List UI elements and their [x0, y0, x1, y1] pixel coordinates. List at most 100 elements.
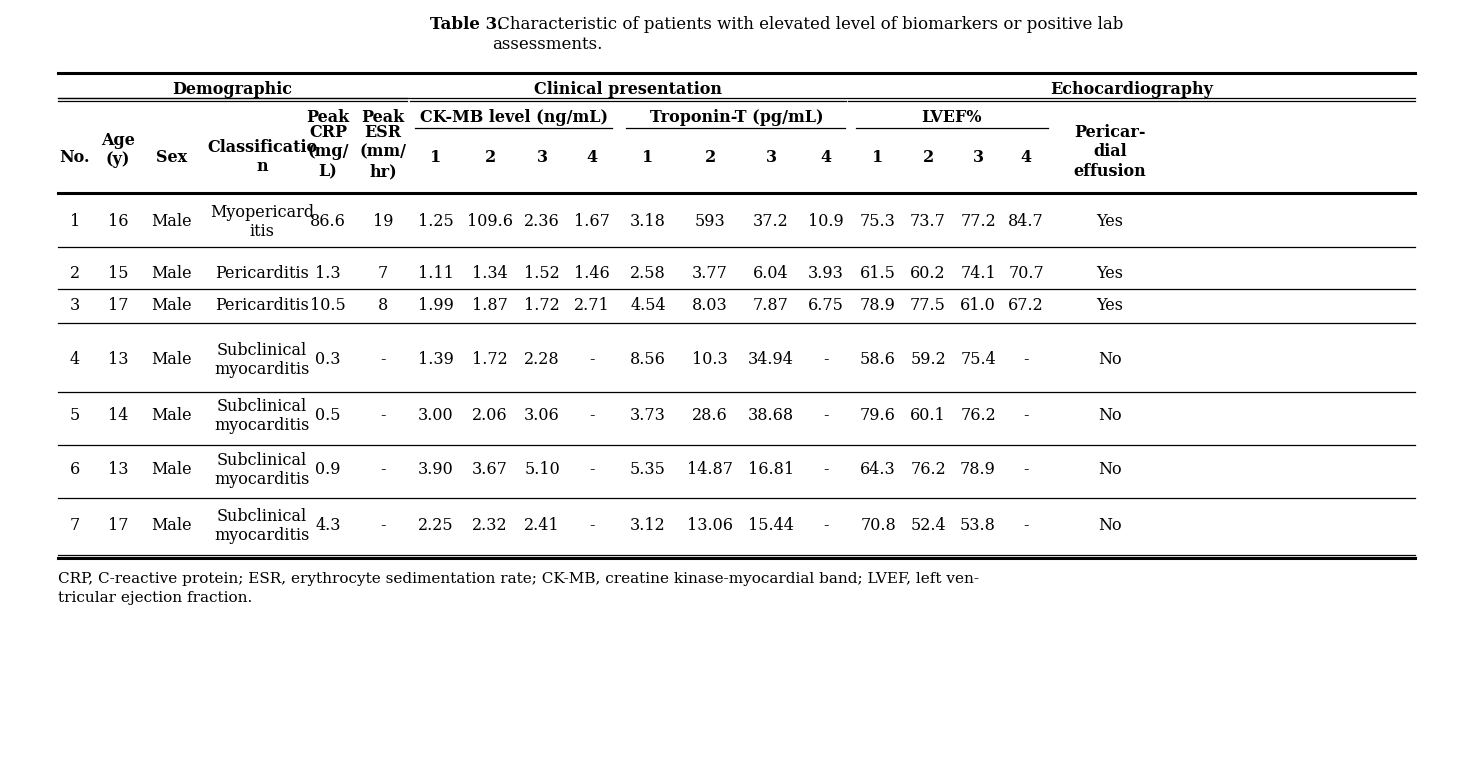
Text: 1: 1 [430, 149, 442, 165]
Text: 8.56: 8.56 [630, 351, 665, 369]
Text: 67.2: 67.2 [1008, 297, 1044, 315]
Text: Yes: Yes [1097, 297, 1123, 315]
Text: Male: Male [152, 408, 193, 424]
Text: Yes: Yes [1097, 213, 1123, 230]
Text: 5.35: 5.35 [630, 462, 665, 479]
Text: 1.25: 1.25 [418, 213, 453, 230]
Text: 86.6: 86.6 [311, 213, 346, 230]
Text: 1: 1 [642, 149, 654, 165]
Text: -: - [589, 408, 595, 424]
Text: 1.3: 1.3 [315, 264, 342, 281]
Text: LVEF%: LVEF% [921, 110, 982, 126]
Text: 7: 7 [378, 264, 389, 281]
Text: 2.36: 2.36 [524, 213, 559, 230]
Text: -: - [589, 351, 595, 369]
Text: 75.4: 75.4 [960, 351, 997, 369]
Text: 3.73: 3.73 [630, 408, 665, 424]
Text: 61.5: 61.5 [860, 264, 896, 281]
Text: Troponin-T (pg/mL): Troponin-T (pg/mL) [651, 110, 824, 126]
Text: 2.32: 2.32 [473, 517, 508, 534]
Text: No: No [1098, 351, 1122, 369]
Text: Peak: Peak [362, 110, 405, 126]
Text: -: - [1023, 408, 1029, 424]
Text: 1.87: 1.87 [473, 297, 508, 315]
Text: 3.90: 3.90 [418, 462, 453, 479]
Text: Echocardiography: Echocardiography [1050, 82, 1213, 98]
Text: No: No [1098, 408, 1122, 424]
Text: 1: 1 [873, 149, 883, 165]
Text: Male: Male [152, 462, 193, 479]
Text: 64.3: 64.3 [860, 462, 896, 479]
Text: 6.75: 6.75 [808, 297, 843, 315]
Text: 4: 4 [1020, 149, 1032, 165]
Text: CRP, C-reactive protein; ESR, erythrocyte sedimentation rate; CK-MB, creatine ki: CRP, C-reactive protein; ESR, erythrocyt… [57, 572, 979, 586]
Text: 3.18: 3.18 [630, 213, 665, 230]
Text: Age
(y): Age (y) [102, 132, 135, 168]
Text: 593: 593 [695, 213, 726, 230]
Text: assessments.: assessments. [492, 36, 602, 53]
Text: 10.3: 10.3 [692, 351, 727, 369]
Text: 3.06: 3.06 [524, 408, 559, 424]
Text: Clinical presentation: Clinical presentation [534, 82, 721, 98]
Text: Yes: Yes [1097, 264, 1123, 281]
Text: -: - [380, 517, 386, 534]
Text: 4.3: 4.3 [315, 517, 340, 534]
Text: 76.2: 76.2 [960, 408, 997, 424]
Text: 3: 3 [536, 149, 548, 165]
Text: 1.52: 1.52 [524, 264, 559, 281]
Text: Male: Male [152, 351, 193, 369]
Text: 6.04: 6.04 [754, 264, 789, 281]
Text: Peak: Peak [306, 110, 349, 126]
Text: No: No [1098, 517, 1122, 534]
Text: Male: Male [152, 297, 193, 315]
Text: -: - [1023, 462, 1029, 479]
Text: ESR
(mm/
hr): ESR (mm/ hr) [359, 124, 406, 180]
Text: 2.06: 2.06 [473, 408, 508, 424]
Text: 74.1: 74.1 [960, 264, 997, 281]
Text: 76.2: 76.2 [910, 462, 946, 479]
Text: 2: 2 [71, 264, 79, 281]
Text: -: - [823, 351, 829, 369]
Text: 13: 13 [107, 462, 128, 479]
Text: Subclinical
myocarditis: Subclinical myocarditis [215, 341, 309, 378]
Text: 1: 1 [69, 213, 79, 230]
Text: 70.7: 70.7 [1008, 264, 1044, 281]
Text: -: - [823, 408, 829, 424]
Text: 1.11: 1.11 [418, 264, 453, 281]
Text: No: No [1098, 462, 1122, 479]
Text: 3.00: 3.00 [418, 408, 453, 424]
Text: 1.34: 1.34 [473, 264, 508, 281]
Text: 17: 17 [107, 297, 128, 315]
Text: Pericarditis: Pericarditis [215, 264, 309, 281]
Text: 109.6: 109.6 [467, 213, 514, 230]
Text: Male: Male [152, 213, 193, 230]
Text: 2.28: 2.28 [524, 351, 559, 369]
Text: 1.72: 1.72 [524, 297, 559, 315]
Text: CRP
(mg/
L): CRP (mg/ L) [308, 124, 349, 180]
Text: 7: 7 [69, 517, 79, 534]
Text: 13: 13 [107, 351, 128, 369]
Text: 15.44: 15.44 [748, 517, 793, 534]
Text: 15: 15 [107, 264, 128, 281]
Text: 8: 8 [378, 297, 389, 315]
Text: Sex: Sex [156, 149, 187, 165]
Text: -: - [380, 462, 386, 479]
Text: Subclinical
myocarditis: Subclinical myocarditis [215, 398, 309, 434]
Text: 4.54: 4.54 [630, 297, 665, 315]
Text: -: - [1023, 351, 1029, 369]
Text: 77.2: 77.2 [960, 213, 997, 230]
Text: 3: 3 [765, 149, 777, 165]
Text: 58.6: 58.6 [860, 351, 896, 369]
Text: -: - [823, 462, 829, 479]
Text: -: - [380, 408, 386, 424]
Text: 78.9: 78.9 [960, 462, 997, 479]
Text: -: - [823, 517, 829, 534]
Text: CK-MB level (ng/mL): CK-MB level (ng/mL) [420, 110, 608, 126]
Text: 1.67: 1.67 [574, 213, 609, 230]
Text: 38.68: 38.68 [748, 408, 793, 424]
Text: 70.8: 70.8 [860, 517, 896, 534]
Text: 13.06: 13.06 [687, 517, 733, 534]
Text: 28.6: 28.6 [692, 408, 727, 424]
Text: 2: 2 [923, 149, 933, 165]
Text: 2.71: 2.71 [574, 297, 609, 315]
